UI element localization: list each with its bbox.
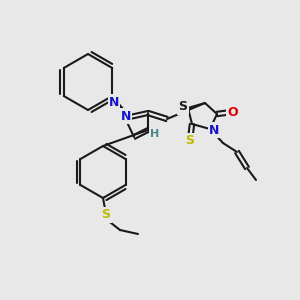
- Text: S: S: [178, 100, 188, 113]
- Text: S: S: [101, 208, 110, 221]
- Text: O: O: [228, 106, 238, 119]
- Text: S: S: [185, 134, 194, 148]
- Text: H: H: [150, 129, 160, 139]
- Text: N: N: [109, 95, 119, 109]
- Text: N: N: [209, 124, 219, 136]
- Text: N: N: [121, 110, 131, 122]
